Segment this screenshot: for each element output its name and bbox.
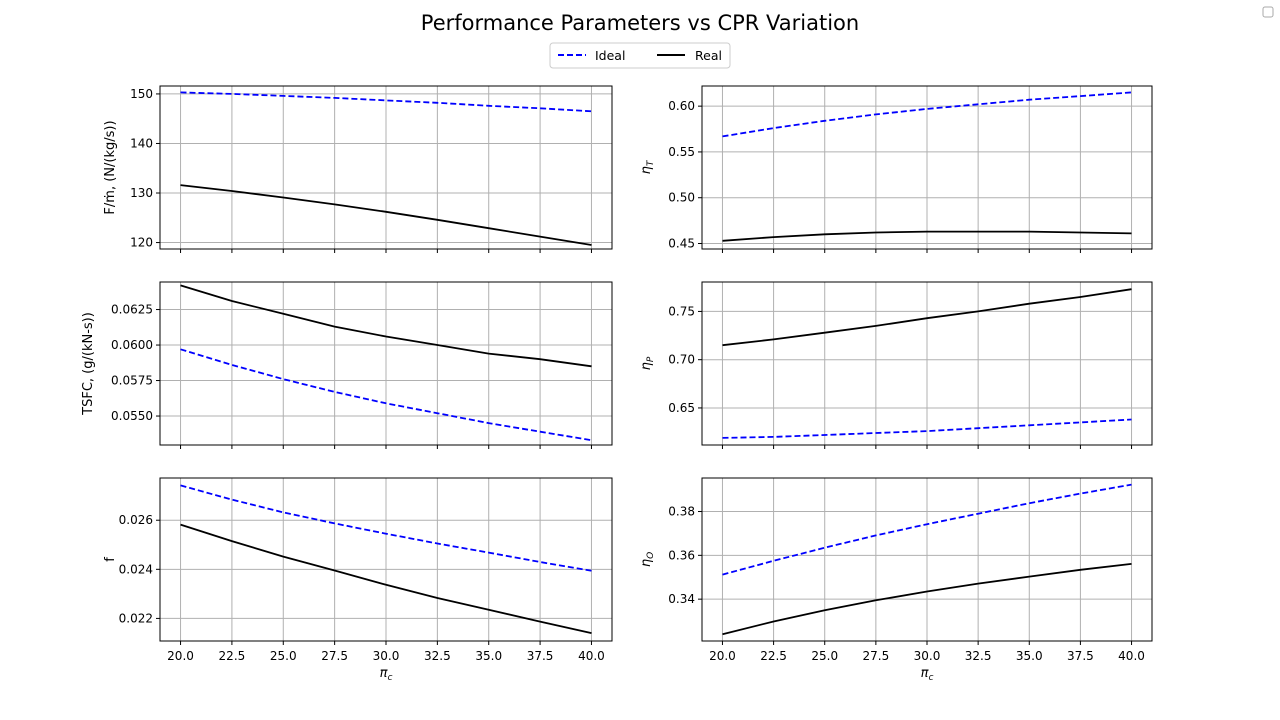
- subplot-5: 20.0 22.5 25.0 27.5 30.0 32.5 35.0 37.5 40.0 0.02…: [103, 477, 613, 683]
- subplot-6-series-ideal-line: [722, 483, 1132, 576]
- subplot-6-series-real-line: [722, 563, 1132, 636]
- subplot-3-ytick-label-0: 0.0550: [111, 409, 153, 423]
- subplot-6-xtick-label-2: 25.0: [811, 649, 838, 663]
- subplot-5-series-real-line: [180, 523, 592, 634]
- subplot-2-ytick-label-1: 0.50: [668, 191, 695, 205]
- subplot-3: 0.0550 0.0575 0.0600 0.0625 TSFC, (g/(kN-s)): [81, 281, 613, 449]
- subplot-5-xlabel: πc: [380, 666, 393, 683]
- subplot-3-ytick-label-1: 0.0575: [111, 374, 153, 388]
- subplot-5-ytick-label-0: 0.022: [119, 611, 153, 625]
- subplot-4-ytick-label-1: 0.70: [668, 353, 695, 367]
- subplot-5-ytick-label-1: 0.024: [119, 562, 153, 576]
- subplot-1-ytick-label-1: 130: [130, 186, 153, 200]
- subplot-3-series-ideal-line: [180, 348, 592, 442]
- subplot-1-ytick-label-0: 120: [130, 236, 153, 250]
- subplot-5-xtick-label-3: 27.5: [321, 649, 348, 663]
- subplot-4-ylabel: ηP: [639, 356, 656, 370]
- subplot-6-xtick-label-0: 20.0: [709, 649, 736, 663]
- subplot-1: 120 130 140 150 F/ṁ, (N/(kg/s)): [103, 85, 613, 253]
- subplot-6-xlabel: πc: [921, 666, 934, 683]
- subplot-6-xtick-label-1: 22.5: [760, 649, 787, 663]
- subplot-5-xtick-label-8: 40.0: [578, 649, 605, 663]
- subplot-4-series-real-line: [722, 288, 1132, 347]
- subplot-6-xtick-label-5: 32.5: [965, 649, 992, 663]
- subplot-2-series-real-line: [722, 230, 1132, 242]
- figure-title: Performance Parameters vs CPR Variation: [421, 11, 859, 35]
- legend: Ideal Real: [549, 42, 731, 69]
- subplot-6-xtick-label-7: 37.5: [1067, 649, 1094, 663]
- subplot-2-series-ideal-line: [722, 91, 1132, 138]
- subplot-4: 0.65 0.70 0.75 ηP: [639, 281, 1153, 449]
- subplot-6-xtick-label-3: 27.5: [863, 649, 890, 663]
- checkbox-icon: [1262, 6, 1274, 18]
- subplot-6-xtick-label-8: 40.0: [1118, 649, 1145, 663]
- subplot-5-xtick-label-2: 25.0: [270, 649, 297, 663]
- subplot-6-ytick-label-1: 0.36: [668, 548, 695, 562]
- subplot-1-ylabel: F/ṁ, (N/(kg/s)): [103, 120, 118, 214]
- subplot-6-xtick-label-4: 30.0: [914, 649, 941, 663]
- subplot-1-ytick-label-2: 140: [130, 136, 153, 150]
- legend-ideal-label: Ideal: [595, 48, 625, 63]
- subplot-6: 20.0 22.5 25.0 27.5 30.0 32.5 35.0 37.5 40.0 0.34…: [639, 477, 1153, 683]
- subplot-5-xtick-label-5: 32.5: [424, 649, 451, 663]
- subplot-5-series-ideal-line: [180, 484, 592, 572]
- subplot-1-series-real-line: [180, 184, 592, 246]
- subplot-2-ytick-label-0: 0.45: [668, 237, 695, 251]
- subplot-2-ylabel: ηT: [639, 159, 656, 174]
- subplot-2-ytick-label-2: 0.55: [668, 145, 695, 159]
- subplot-6-ytick-label-2: 0.38: [668, 505, 695, 519]
- subplot-5-xtick-label-4: 30.0: [373, 649, 400, 663]
- subplot-4-ytick-label-2: 0.75: [668, 304, 695, 318]
- subplot-5-xtick-label-0: 20.0: [167, 649, 194, 663]
- subplot-3-ytick-label-3: 0.0625: [111, 303, 153, 317]
- subplot-5-xtick-label-7: 37.5: [527, 649, 554, 663]
- window-corner-checkbox[interactable]: [1262, 6, 1274, 18]
- subplot-5-ylabel: f: [103, 557, 118, 562]
- subplot-6-ytick-label-0: 0.34: [668, 592, 695, 606]
- subplot-5-xtick-label-6: 35.0: [475, 649, 502, 663]
- legend-real-label: Real: [695, 48, 722, 63]
- subplot-6-ylabel: ηO: [639, 552, 656, 567]
- subplot-5-ytick-label-2: 0.026: [119, 513, 153, 527]
- subplot-3-ylabel: TSFC, (g/(kN-s)): [81, 312, 96, 416]
- subplot-3-ytick-label-2: 0.0600: [111, 338, 153, 352]
- subplot-3-series-real-line: [180, 284, 592, 368]
- subplot-6-xtick-label-6: 35.0: [1016, 649, 1043, 663]
- subplot-2: 0.45 0.50 0.55 0.60 ηT: [639, 85, 1153, 253]
- subplot-1-ytick-label-3: 150: [130, 87, 153, 101]
- subplot-2-ytick-label-3: 0.60: [668, 99, 695, 113]
- legend-frame: [549, 42, 731, 69]
- subplot-5-xtick-label-1: 22.5: [219, 649, 246, 663]
- subplot-4-ytick-label-0: 0.65: [668, 401, 695, 415]
- subplot-1-series-ideal-line: [180, 91, 592, 113]
- subplot-4-series-ideal-line: [722, 418, 1132, 439]
